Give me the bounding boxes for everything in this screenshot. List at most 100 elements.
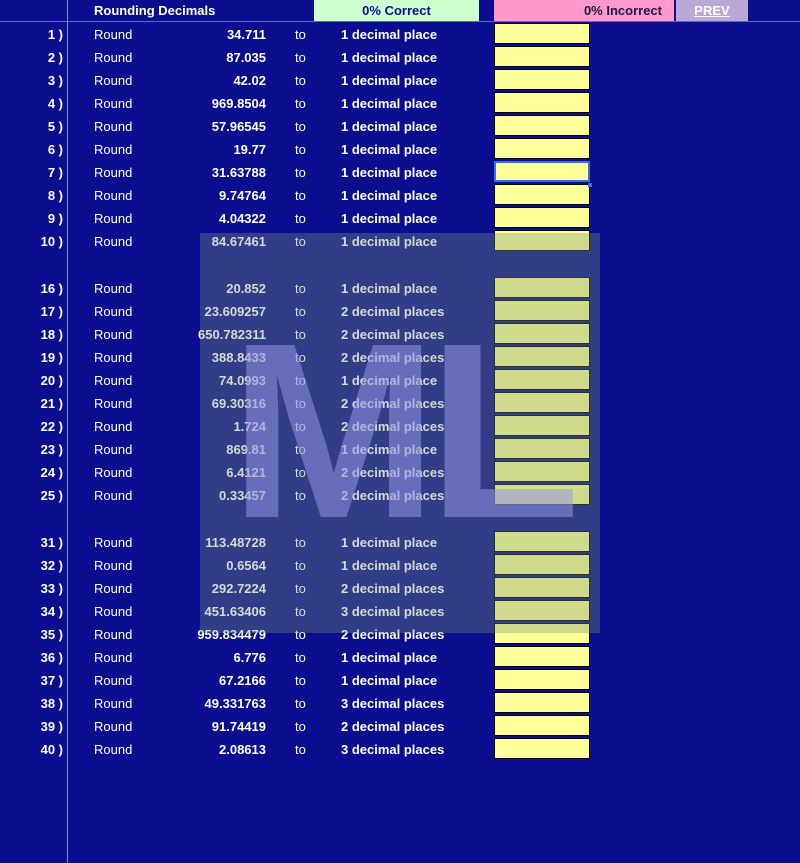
answer-input[interactable] [494,484,590,505]
answer-input[interactable] [494,138,590,159]
round-word: Round [94,96,133,111]
problem-value: 84.67461 [211,234,266,249]
problem-number: 39 ) [40,719,63,734]
round-word: Round [94,673,133,688]
to-word: to [295,165,306,180]
answer-input[interactable] [494,738,590,759]
decimal-places-label: 3 decimal places [341,604,445,619]
round-word: Round [94,419,133,434]
round-word: Round [94,535,133,550]
answer-input[interactable] [494,438,590,459]
problem-number: 4 ) [47,96,63,111]
problem-row: 3 ) Round 42.02 to 1 decimal place [0,69,800,92]
round-word: Round [94,627,133,642]
round-word: Round [94,281,133,296]
answer-input[interactable] [494,392,590,413]
problem-number: 18 ) [40,327,63,342]
answer-input[interactable] [494,531,590,552]
problem-value: 67.2166 [219,673,266,688]
answer-input[interactable] [494,715,590,736]
prev-button[interactable]: PREV [676,0,748,21]
problem-number: 24 ) [40,465,63,480]
problem-value: 388.8433 [211,350,266,365]
problem-value: 451.63406 [204,604,266,619]
decimal-places-label: 1 decimal place [341,119,438,134]
problem-value: 34.711 [226,27,266,42]
problem-value: 42.02 [233,73,266,88]
problem-row: 18 ) Round 650.782311 to 2 decimal places [0,323,800,346]
problem-value: 23.609257 [204,304,266,319]
answer-input[interactable] [494,346,590,367]
problem-row: 16 ) Round 20.852 to 1 decimal place [0,277,800,300]
to-word: to [295,396,306,411]
problem-value: 6.776 [233,650,266,665]
problem-value: 0.6564 [226,558,266,573]
to-word: to [295,142,306,157]
decimal-places-label: 2 decimal places [341,627,445,642]
answer-input[interactable] [494,600,590,621]
answer-input[interactable] [494,623,590,644]
to-word: to [295,27,306,42]
round-word: Round [94,442,133,457]
problem-number: 38 ) [40,696,63,711]
to-word: to [295,234,306,249]
problem-value: 19.77 [233,142,266,157]
correct-score-badge: 0% Correct [314,0,479,21]
problem-number: 32 ) [40,558,63,573]
answer-input[interactable] [494,23,590,44]
answer-input[interactable] [494,161,590,182]
answer-input[interactable] [494,115,590,136]
decimal-places-label: 1 decimal place [341,211,438,226]
problem-number: 34 ) [40,604,63,619]
to-word: to [295,558,306,573]
problem-value: 6.4121 [226,465,266,480]
round-word: Round [94,465,133,480]
decimal-places-label: 1 decimal place [341,281,438,296]
problem-number: 3 ) [47,73,63,88]
answer-input[interactable] [494,46,590,67]
round-word: Round [94,350,133,365]
problem-row: 2 ) Round 87.035 to 1 decimal place [0,46,800,69]
round-word: Round [94,488,133,503]
problem-row: 9 ) Round 4.04322 to 1 decimal place [0,207,800,230]
answer-input[interactable] [494,323,590,344]
round-word: Round [94,742,133,757]
answer-input[interactable] [494,184,590,205]
answer-input[interactable] [494,461,590,482]
round-word: Round [94,188,133,203]
problem-value: 0.33457 [219,488,266,503]
to-word: to [295,581,306,596]
answer-input[interactable] [494,300,590,321]
decimal-places-label: 1 decimal place [341,96,438,111]
answer-input[interactable] [494,554,590,575]
answer-input[interactable] [494,415,590,436]
problem-number: 37 ) [40,673,63,688]
answer-input[interactable] [494,207,590,228]
answer-input[interactable] [494,230,590,251]
problem-number: 16 ) [40,281,63,296]
decimal-places-label: 1 decimal place [341,27,438,42]
problem-row: 36 ) Round 6.776 to 1 decimal place [0,646,800,669]
problem-number: 25 ) [40,488,63,503]
answer-input[interactable] [494,277,590,298]
answer-input[interactable] [494,669,590,690]
problem-value: 650.782311 [198,327,266,342]
page-title: Rounding Decimals [94,3,216,18]
to-word: to [295,419,306,434]
answer-input[interactable] [494,69,590,90]
header-bar: Rounding Decimals 0% Correct 0% Incorrec… [0,0,800,21]
answer-input[interactable] [494,646,590,667]
problem-row: 7 ) Round 31.63788 to 1 decimal place [0,161,800,184]
problem-value: 91.74419 [211,719,266,734]
problem-number: 19 ) [40,350,63,365]
selection-fill-handle[interactable] [588,183,592,187]
answer-input[interactable] [494,692,590,713]
problem-number: 2 ) [47,50,63,65]
answer-input[interactable] [494,92,590,113]
decimal-places-label: 2 decimal places [341,581,445,596]
to-word: to [295,350,306,365]
answer-input[interactable] [494,369,590,390]
decimal-places-label: 1 decimal place [341,234,438,249]
round-word: Round [94,373,133,388]
answer-input[interactable] [494,577,590,598]
